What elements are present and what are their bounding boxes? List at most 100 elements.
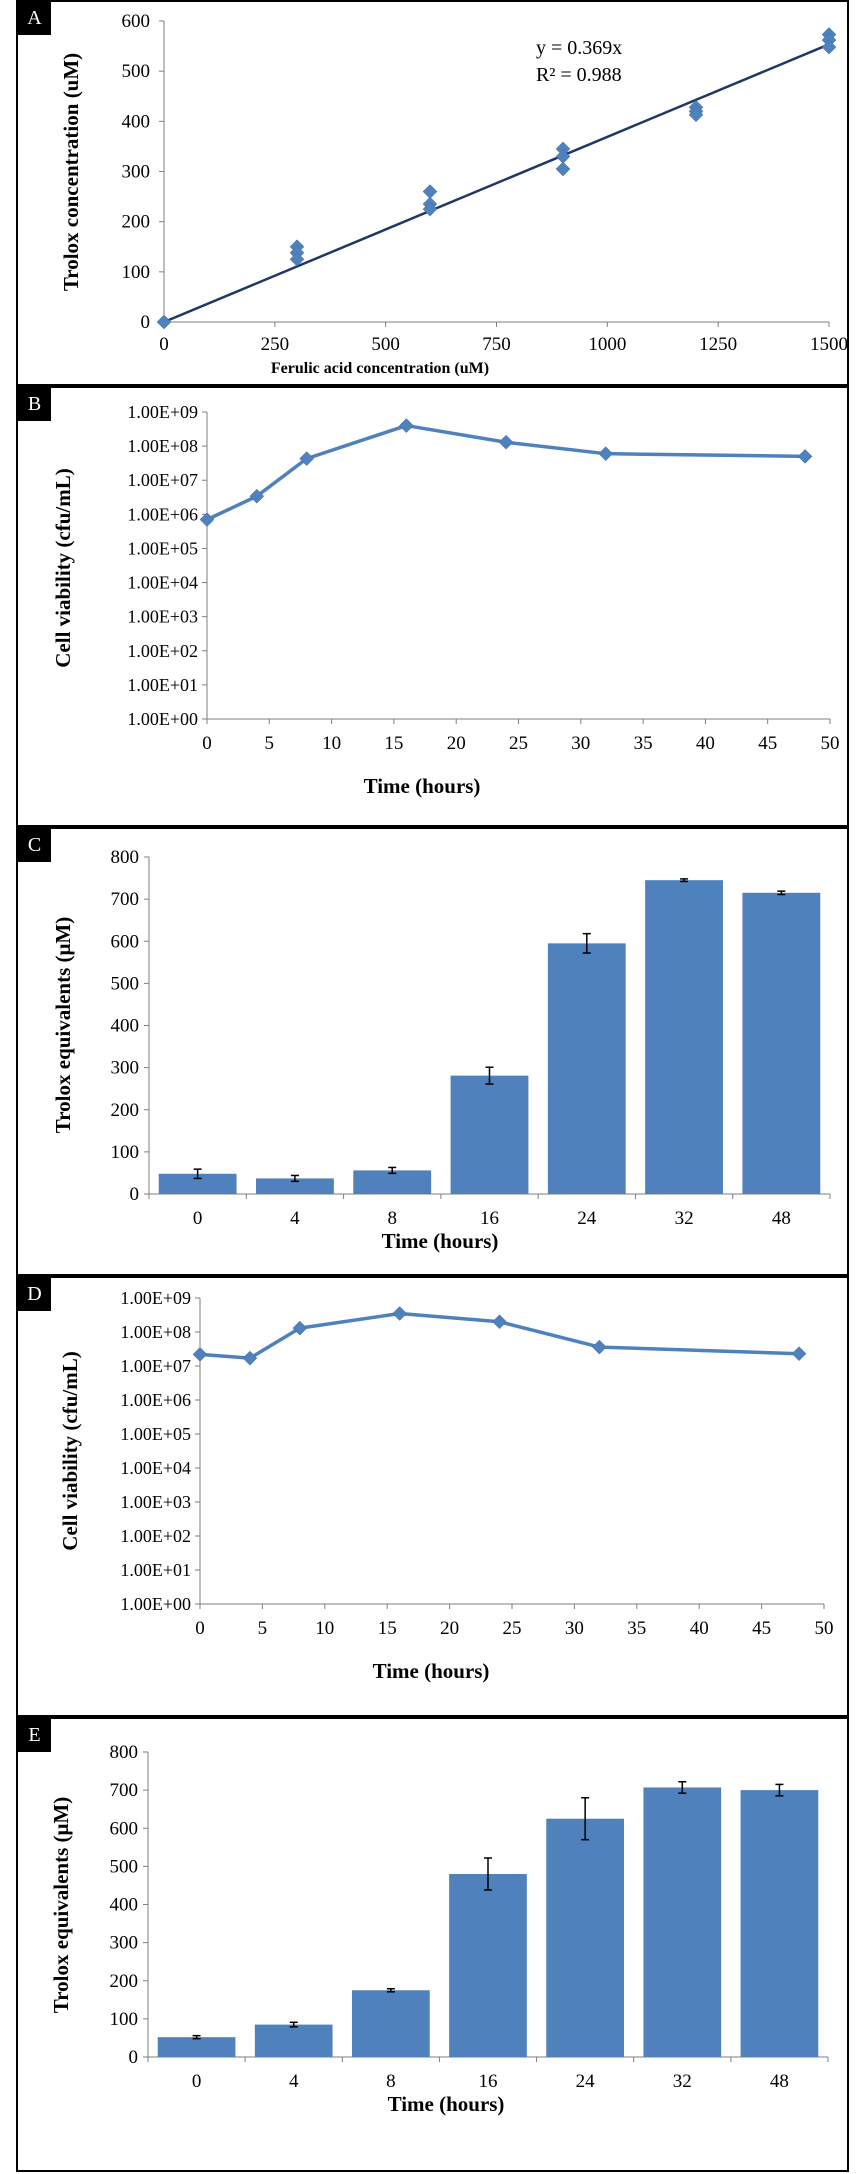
bar: [546, 1818, 624, 2057]
x-tick-label: 48: [772, 1208, 791, 1229]
x-tick-label: 0: [192, 2071, 202, 2092]
x-axis-title: Ferulic acid concentration (uM): [271, 360, 489, 377]
x-tick-label: 35: [627, 1618, 646, 1639]
y-tick-label: 300: [110, 1933, 139, 1954]
y-tick-label: 600: [110, 1818, 139, 1839]
y-tick-label: 200: [110, 1971, 139, 1992]
panel-e: E 0 100 200 300 400 500 600 700 800 0 4 8 16 24 32 48 Ti…: [16, 1717, 849, 2172]
x-axis-title: Time (hours): [373, 1659, 490, 1683]
x-tick-label: 1250: [699, 334, 737, 355]
y-tick-label: 1.00E+02: [120, 1526, 191, 1546]
bar: [449, 1874, 527, 2057]
x-axis-title: Time (hours): [382, 1229, 499, 1253]
x-tick-label: 32: [675, 1208, 694, 1229]
data-point: [498, 434, 514, 450]
panel-b: B 1.00E+00 1.00E+01 1.00E+02 1.00E+03 1.00E+…: [16, 386, 849, 827]
y-tick-label: 100: [122, 262, 151, 283]
y-tick-label: 1.00E+03: [127, 607, 198, 627]
x-tick-label: 50: [815, 1618, 834, 1639]
x-tick-label: 16: [479, 2071, 498, 2092]
y-tick-label: 300: [111, 1058, 140, 1079]
data-point: [791, 1346, 807, 1362]
x-tick-label: 40: [696, 733, 715, 754]
chart-a: 0 100 200 300 400 500 600 0 250 500 750 1000 1250 150…: [59, 11, 848, 377]
y-tick-label: 800: [110, 1742, 139, 1763]
x-tick-label: 1500: [810, 334, 848, 355]
y-tick-label: 1.00E+00: [120, 1594, 191, 1614]
y-tick-label: 1.00E+08: [127, 436, 198, 456]
y-tick-label: 400: [122, 111, 151, 132]
bar: [157, 2037, 236, 2057]
data-point: [555, 161, 571, 177]
panel-a: A 0 100 200 300 400 500 600 0 250 500 750 1000 1250 1…: [16, 0, 849, 386]
x-tick-label: 48: [770, 2071, 789, 2092]
y-axis-title: Trolox equivalents (μM): [49, 1797, 73, 2013]
data-point: [156, 314, 172, 330]
trendline-equation: y = 0.369x: [536, 37, 622, 59]
y-tick-label: 1.00E+09: [120, 1288, 191, 1308]
bar: [353, 1170, 432, 1194]
trendline: [163, 43, 830, 324]
data-point: [821, 39, 837, 55]
y-tick-label: 1.00E+02: [127, 641, 198, 661]
x-tick-label: 20: [447, 733, 466, 754]
y-tick-label: 1.00E+07: [120, 1356, 191, 1376]
data-point: [199, 512, 215, 527]
x-tick-label: 15: [378, 1618, 397, 1639]
y-tick-label: 1.00E+04: [120, 1458, 191, 1478]
x-tick-label: 0: [202, 733, 212, 754]
x-axis-title: Time (hours): [388, 2092, 505, 2116]
y-axis-title: Trolox concentration (uM): [59, 53, 83, 291]
data-point: [192, 1347, 208, 1362]
bar: [352, 1990, 430, 2057]
y-tick-label: 1.00E+03: [120, 1492, 191, 1512]
data-point: [555, 149, 571, 164]
x-tick-label: 35: [634, 733, 653, 754]
y-tick-label: 1.00E+00: [127, 709, 198, 729]
x-tick-label: 250: [261, 334, 290, 355]
bar: [450, 1075, 529, 1194]
bar: [254, 2024, 333, 2057]
panel-c-label: C: [18, 829, 51, 862]
x-tick-label: 32: [673, 2071, 692, 2092]
x-tick-label: 24: [577, 1208, 597, 1229]
bar: [740, 1790, 819, 2057]
y-tick-label: 800: [111, 847, 140, 868]
x-axis-title: Time (hours): [364, 774, 481, 798]
chart-b: 1.00E+00 1.00E+01 1.00E+02 1.00E+03 1.00E+04…: [51, 402, 840, 798]
y-tick-label: 1.00E+04: [127, 573, 198, 593]
y-tick-label: 700: [111, 889, 140, 910]
y-tick-label: 1.00E+05: [120, 1424, 191, 1444]
y-tick-label: 1.00E+01: [120, 1560, 191, 1580]
x-tick-label: 25: [509, 733, 528, 754]
x-tick-label: 5: [258, 1618, 268, 1639]
data-point: [592, 1339, 607, 1355]
bar: [643, 1787, 722, 2057]
y-tick-label: 700: [110, 1780, 139, 1801]
panel-a-label: A: [18, 2, 51, 35]
chart-d: 1.00E+00 1.00E+01 1.00E+02 1.00E+03 1.00E+04…: [58, 1288, 834, 1683]
y-tick-label: 1.00E+09: [127, 402, 198, 422]
panel-e-label: E: [18, 1719, 51, 1752]
data-point: [797, 449, 813, 464]
y-tick-label: 200: [122, 212, 151, 233]
x-tick-label: 20: [440, 1618, 459, 1639]
y-tick-label: 400: [110, 1895, 139, 1916]
bar: [645, 880, 723, 1194]
x-tick-label: 10: [322, 733, 341, 754]
x-tick-label: 30: [571, 733, 590, 754]
x-tick-label: 8: [386, 2071, 396, 2092]
trendline-r2: R² = 0.988: [536, 64, 622, 86]
data-point: [422, 201, 438, 217]
y-tick-label: 0: [141, 312, 151, 333]
y-tick-label: 400: [111, 1016, 140, 1037]
data-point: [492, 1314, 507, 1330]
y-tick-label: 1.00E+07: [127, 470, 198, 490]
y-tick-label: 1.00E+06: [120, 1390, 191, 1410]
y-tick-label: 0: [129, 2047, 139, 2068]
x-tick-label: 30: [565, 1618, 584, 1639]
bar: [742, 892, 821, 1194]
data-point: [392, 1306, 408, 1321]
data-point: [249, 488, 265, 504]
